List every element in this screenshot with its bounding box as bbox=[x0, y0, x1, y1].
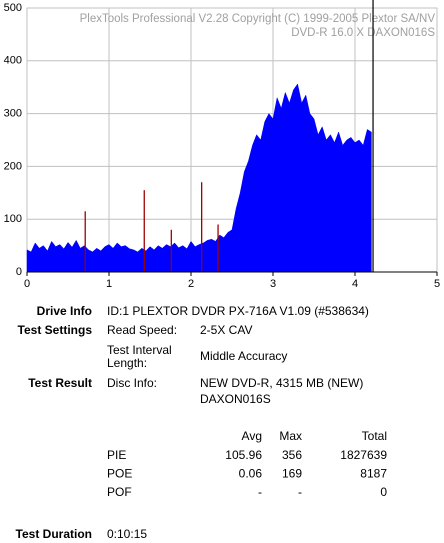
x-tick-label: 1 bbox=[106, 278, 112, 290]
info-text: Test Interval bbox=[107, 343, 172, 357]
x-tick-label: 5 bbox=[434, 278, 440, 290]
info-text: 169 bbox=[282, 467, 302, 481]
y-tick-label: 100 bbox=[4, 213, 22, 225]
x-tick-label: 2 bbox=[188, 278, 194, 290]
y-tick-label: 400 bbox=[4, 55, 22, 67]
info-text: DAXON016S bbox=[200, 392, 271, 406]
annotation: PlexTools Professional V2.28 Copyright (… bbox=[80, 13, 436, 25]
y-tick-label: 300 bbox=[4, 108, 22, 120]
info-text: 2-5X CAV bbox=[200, 323, 252, 337]
info-text: 0:10:15 bbox=[107, 527, 147, 541]
info-text: 0 bbox=[380, 485, 387, 499]
y-tick-label: 0 bbox=[16, 266, 22, 278]
section-label: Test Duration bbox=[16, 527, 92, 541]
info-text: Middle Accuracy bbox=[200, 349, 287, 363]
info-text: ID:1 PLEXTOR DVDR PX-716A V1.09 (#538634… bbox=[107, 304, 369, 318]
info-text: - bbox=[298, 485, 302, 499]
x-tick-label: 3 bbox=[270, 278, 276, 290]
info-text: POF bbox=[107, 485, 132, 499]
section-label: Test Result bbox=[28, 376, 92, 390]
info-text: Disc Info: bbox=[107, 376, 157, 390]
y-tick-label: 200 bbox=[4, 160, 22, 172]
info-text: 0.06 bbox=[239, 467, 263, 481]
annotation: DVD-R 16.0 X DAXON016S bbox=[291, 27, 435, 39]
x-tick-label: 4 bbox=[352, 278, 358, 290]
info-text: 356 bbox=[282, 448, 302, 462]
section-label: Drive Info bbox=[37, 304, 92, 318]
info-text: 105.96 bbox=[225, 448, 262, 462]
info-text: PIE bbox=[107, 448, 126, 462]
x-tick-label: 0 bbox=[24, 278, 30, 290]
info-text: NEW DVD-R, 4315 MB (NEW) bbox=[200, 376, 363, 390]
info-text: 1827639 bbox=[340, 448, 387, 462]
info-text: Max bbox=[279, 429, 302, 443]
info-text: Read Speed: bbox=[107, 323, 177, 337]
section-label: Test Settings bbox=[18, 323, 93, 337]
y-tick-label: 500 bbox=[4, 2, 22, 14]
info-text: - bbox=[258, 485, 262, 499]
info-text: Avg bbox=[242, 429, 262, 443]
info-text: Total bbox=[362, 429, 387, 443]
info-text: 8187 bbox=[360, 467, 387, 481]
info-text: Length: bbox=[107, 356, 147, 370]
info-text: POE bbox=[107, 467, 132, 481]
